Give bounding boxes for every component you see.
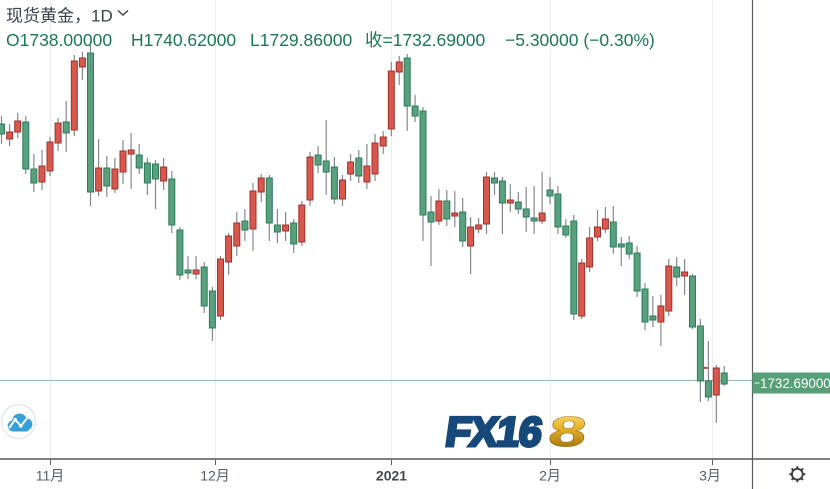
svg-text:O1738.00000: O1738.00000 (6, 30, 112, 50)
svg-text:1732.69000: 1732.69000 (760, 376, 830, 391)
svg-text:L1729.86000: L1729.86000 (250, 30, 352, 50)
svg-text:FX16: FX16 (443, 408, 545, 455)
svg-text:−5.30000 (−0.30%): −5.30000 (−0.30%) (505, 30, 655, 50)
svg-text:2月: 2月 (539, 468, 561, 484)
svg-text:11月: 11月 (36, 468, 65, 484)
svg-text:3月: 3月 (699, 468, 721, 484)
svg-text:现货黄金，1D: 现货黄金，1D (6, 7, 113, 26)
svg-text:收=1732.69000: 收=1732.69000 (365, 30, 485, 50)
svg-text:12月: 12月 (200, 468, 230, 484)
svg-text:2021: 2021 (376, 468, 407, 484)
svg-text:8: 8 (546, 408, 590, 455)
svg-text:H1740.62000: H1740.62000 (131, 30, 236, 50)
